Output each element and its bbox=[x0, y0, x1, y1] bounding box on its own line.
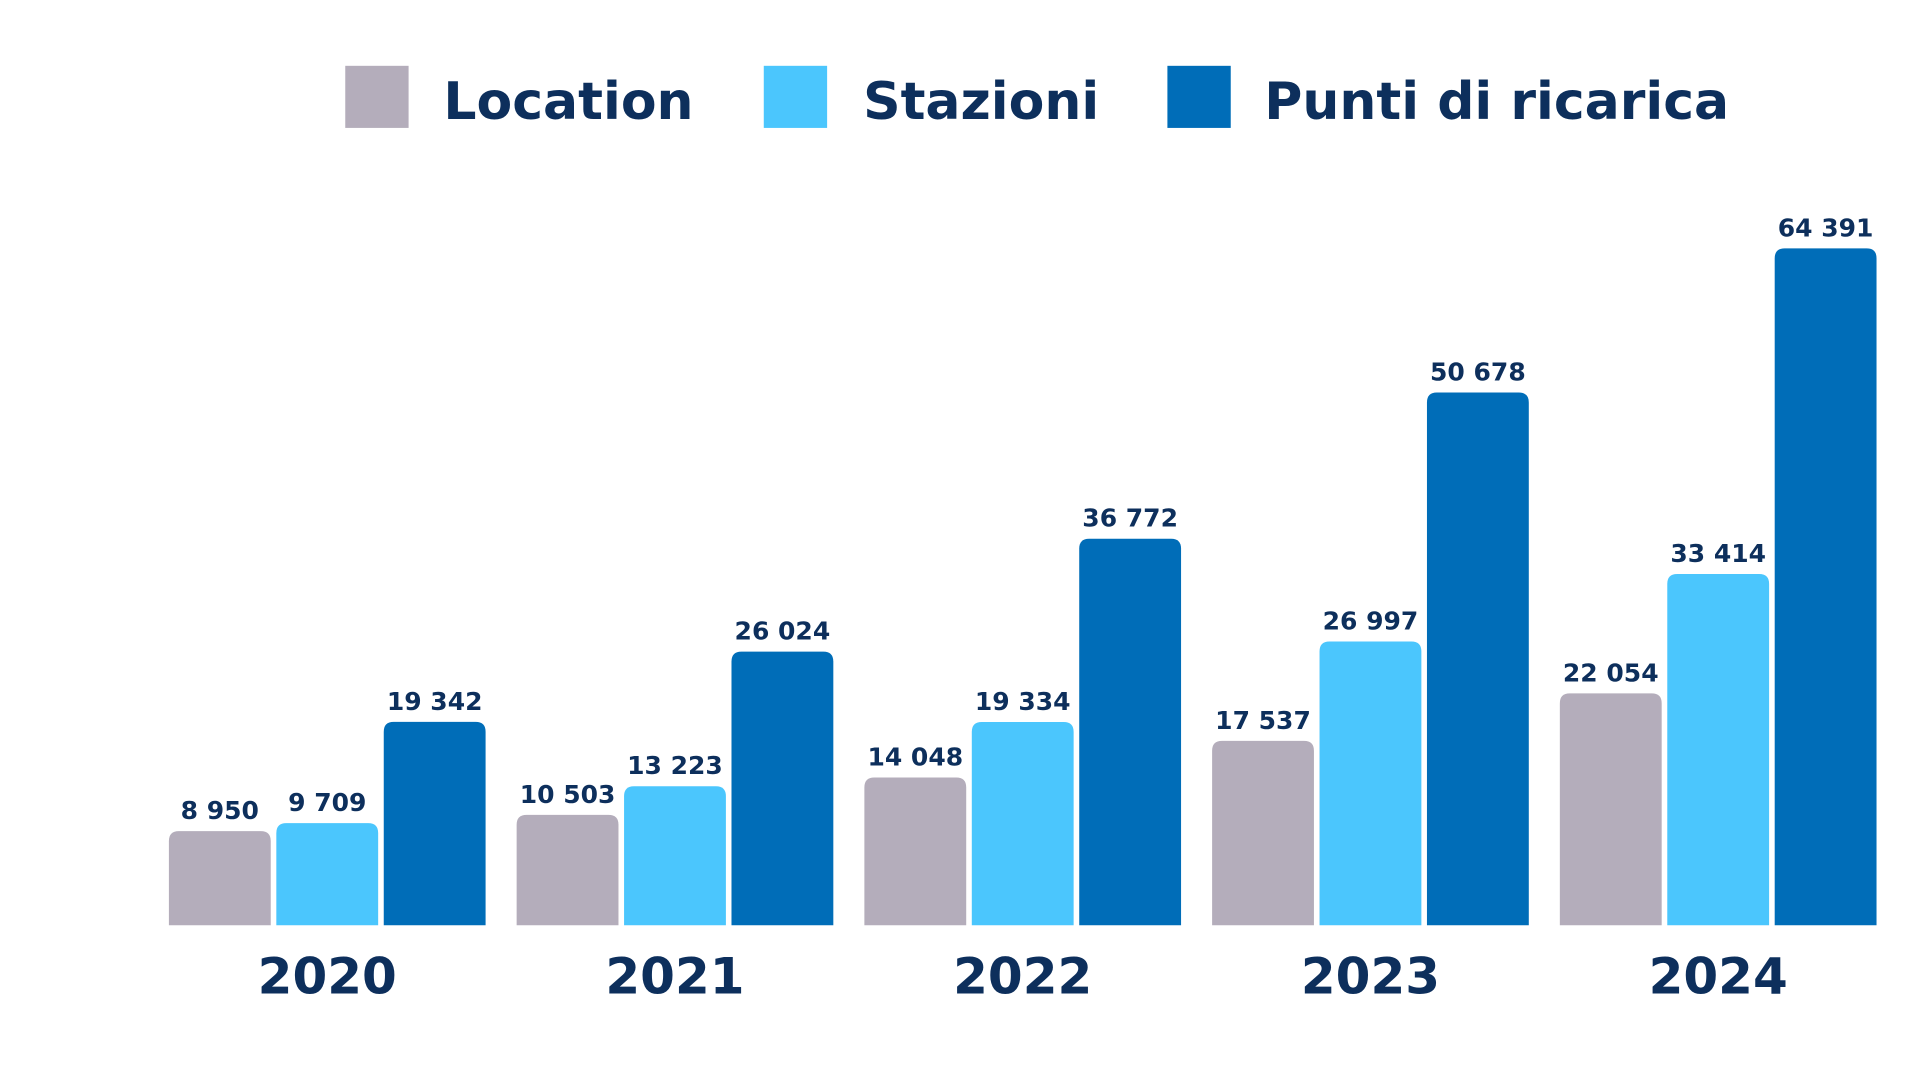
legend: Location Stazioni Punti di ricarica bbox=[345, 65, 1729, 132]
bar-location-2020 bbox=[168, 831, 271, 926]
data-label-stazioni-2021: 13 223 bbox=[627, 751, 723, 780]
bar-location-2024 bbox=[1559, 693, 1662, 926]
data-label-stazioni-2023: 26 997 bbox=[1323, 606, 1419, 635]
legend-swatch-stazioni bbox=[763, 65, 828, 128]
bar-stazioni-2021 bbox=[624, 786, 726, 926]
data-label-punti-di-ricarica-2024: 64 391 bbox=[1778, 213, 1874, 242]
bar-stazioni-2024 bbox=[1667, 573, 1770, 926]
x-tick-label-2024: 2024 bbox=[1649, 948, 1788, 1006]
legend-label-location: Location bbox=[443, 72, 693, 132]
data-label-location-2024: 22 054 bbox=[1563, 658, 1659, 687]
bar-location-2023 bbox=[1212, 740, 1314, 926]
bar-stazioni-2020 bbox=[276, 823, 379, 926]
legend-swatch-punti-di-ricarica bbox=[1167, 65, 1231, 128]
data-label-stazioni-2020: 9 709 bbox=[288, 788, 366, 817]
bar-punti-di-ricarica-2020 bbox=[383, 721, 486, 926]
bar-punti-di-ricarica-2021 bbox=[731, 651, 834, 926]
bar-punti-di-ricarica-2023 bbox=[1426, 392, 1529, 926]
data-label-location-2021: 10 503 bbox=[520, 780, 616, 809]
x-tick-label-2022: 2022 bbox=[953, 948, 1092, 1006]
legend-label-stazioni: Stazioni bbox=[863, 72, 1099, 132]
bar-location-2021 bbox=[516, 814, 619, 926]
x-tick-label-2023: 2023 bbox=[1301, 948, 1440, 1006]
x-axis: 2020 2021 2022 2023 2024 bbox=[258, 948, 1788, 1006]
bar-punti-di-ricarica-2024 bbox=[1774, 248, 1877, 926]
data-label-location-2022: 14 048 bbox=[867, 743, 963, 772]
bar-stazioni-2022 bbox=[971, 721, 1074, 926]
data-label-punti-di-ricarica-2020: 19 342 bbox=[387, 687, 483, 716]
data-label-punti-di-ricarica-2022: 36 772 bbox=[1082, 504, 1178, 533]
data-label-stazioni-2022: 19 334 bbox=[975, 687, 1071, 716]
legend-swatch-location bbox=[345, 65, 409, 128]
data-label-location-2023: 17 537 bbox=[1215, 706, 1311, 735]
bars-area: 8 950 9 709 19 342 10 503 13 223 26 024 14 048… bbox=[168, 213, 1877, 926]
bar-stazioni-2023 bbox=[1319, 641, 1422, 926]
x-tick-label-2020: 2020 bbox=[258, 948, 397, 1006]
data-label-stazioni-2024: 33 414 bbox=[1670, 539, 1766, 568]
data-label-punti-di-ricarica-2023: 50 678 bbox=[1430, 358, 1526, 387]
bar-punti-di-ricarica-2022 bbox=[1079, 538, 1182, 926]
bar-location-2022 bbox=[864, 777, 967, 926]
data-label-punti-di-ricarica-2021: 26 024 bbox=[735, 617, 831, 646]
x-tick-label-2021: 2021 bbox=[605, 948, 744, 1006]
legend-label-punti-di-ricarica: Punti di ricarica bbox=[1264, 72, 1729, 132]
data-label-location-2020: 8 950 bbox=[181, 796, 259, 825]
